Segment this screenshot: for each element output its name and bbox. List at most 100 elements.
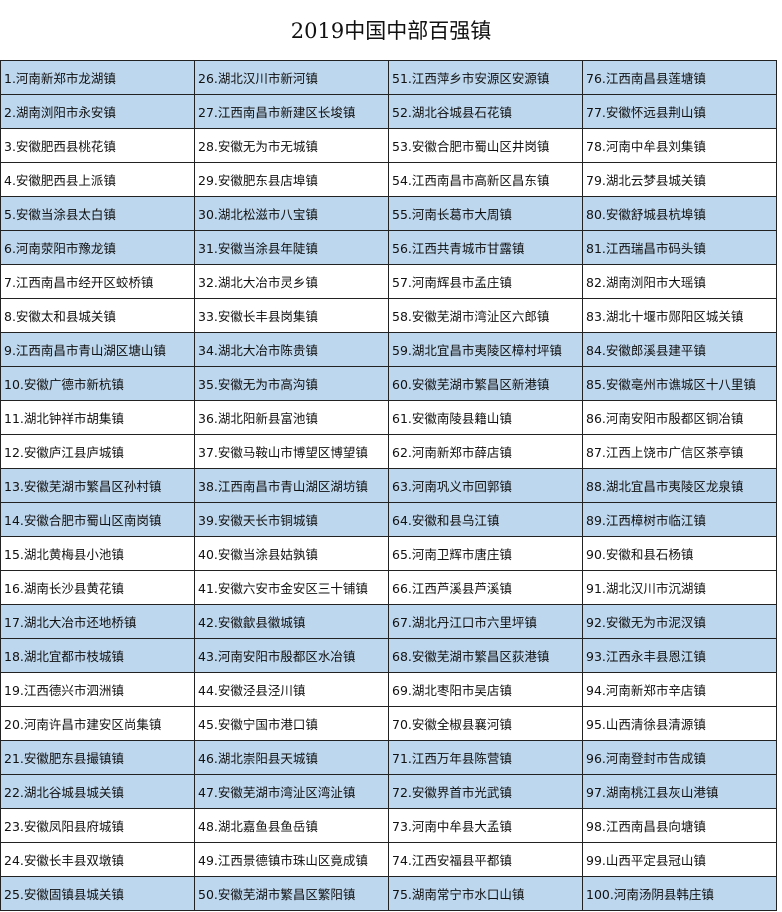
table-cell: 6.河南荥阳市豫龙镇 (0, 230, 195, 265)
table-cell: 60.安徽芜湖市繁昌区新港镇 (388, 366, 583, 401)
table-cell: 29.安徽肥东县店埠镇 (194, 162, 389, 197)
table-cell: 94.河南新郑市辛店镇 (582, 672, 777, 707)
table-cell: 70.安徽全椒县襄河镇 (388, 706, 583, 741)
table-cell: 95.山西清徐县清源镇 (582, 706, 777, 741)
table-cell: 50.安徽芜湖市繁昌区繁阳镇 (194, 876, 389, 911)
table-cell: 55.河南长葛市大周镇 (388, 196, 583, 231)
table-cell: 96.河南登封市告成镇 (582, 740, 777, 775)
table-cell: 27.江西南昌市新建区长埈镇 (194, 94, 389, 129)
table-cell: 79.湖北云梦县城关镇 (582, 162, 777, 197)
table-cell: 36.湖北阳新县富池镇 (194, 400, 389, 435)
table-cell: 97.湖南桃江县灰山港镇 (582, 774, 777, 809)
table-cell: 49.江西景德镇市珠山区竟成镇 (194, 842, 389, 877)
table-cell: 1.河南新郑市龙湖镇 (0, 60, 195, 95)
table-cell: 67.湖北丹江口市六里坪镇 (388, 604, 583, 639)
table-row: 12.安徽庐江县庐城镇 37.安徽马鞍山市博望区博望镇 62.河南新郑市薛店镇 87.… (0, 434, 777, 469)
table-row: 18.湖北宜都市枝城镇 43.河南安阳市殷都区水冶镇 68.安徽芜湖市繁昌区荻港镇 9… (0, 638, 777, 673)
table-cell: 54.江西南昌市高新区昌东镇 (388, 162, 583, 197)
table-cell: 24.安徽长丰县双墩镇 (0, 842, 195, 877)
table-cell: 48.湖北嘉鱼县鱼岳镇 (194, 808, 389, 843)
table-cell: 81.江西瑞昌市码头镇 (582, 230, 777, 265)
table-cell: 92.安徽无为市泥汊镇 (582, 604, 777, 639)
table-cell: 2.湖南浏阳市永安镇 (0, 94, 195, 129)
table-cell: 69.湖北枣阳市吴店镇 (388, 672, 583, 707)
table-row: 10.安徽广德市新杭镇 35.安徽无为市高沟镇 60.安徽芜湖市繁昌区新港镇 85.安… (0, 366, 777, 401)
table-row: 2.湖南浏阳市永安镇 27.江西南昌市新建区长埈镇 52.湖北谷城县石花镇 77.安徽… (0, 94, 777, 129)
table-cell: 61.安徽南陵县籍山镇 (388, 400, 583, 435)
table-cell: 88.湖北宜昌市夷陵区龙泉镇 (582, 468, 777, 503)
table-cell: 53.安徽合肥市蜀山区井岗镇 (388, 128, 583, 163)
table-cell: 16.湖南长沙县黄花镇 (0, 570, 195, 605)
table-cell: 17.湖北大冶市还地桥镇 (0, 604, 195, 639)
table-cell: 91.湖北汉川市沉湖镇 (582, 570, 777, 605)
table-cell: 72.安徽界首市光武镇 (388, 774, 583, 809)
table-row: 3.安徽肥西县桃花镇 28.安徽无为市无城镇 53.安徽合肥市蜀山区井岗镇 78.河南… (0, 128, 777, 163)
table-cell: 4.安徽肥西县上派镇 (0, 162, 195, 197)
table-cell: 85.安徽亳州市谯城区十八里镇 (582, 366, 777, 401)
table-cell: 66.江西芦溪县芦溪镇 (388, 570, 583, 605)
table-cell: 57.河南辉县市孟庄镇 (388, 264, 583, 299)
table-cell: 11.湖北钟祥市胡集镇 (0, 400, 195, 435)
table-cell: 52.湖北谷城县石花镇 (388, 94, 583, 129)
table-cell: 87.江西上饶市广信区茶亭镇 (582, 434, 777, 469)
table-row: 5.安徽当涂县太白镇 30.湖北松滋市八宝镇 55.河南长葛市大周镇 80.安徽舒城县… (0, 196, 777, 231)
table-row: 9.江西南昌市青山湖区塘山镇 34.湖北大冶市陈贵镇 59.湖北宜昌市夷陵区樟村坪镇… (0, 332, 777, 367)
table-row: 24.安徽长丰县双墩镇 49.江西景德镇市珠山区竟成镇 74.江西安福县平都镇 99.… (0, 842, 777, 877)
table-cell: 7.江西南昌市经开区蛟桥镇 (0, 264, 195, 299)
table-cell: 86.河南安阳市殷都区铜冶镇 (582, 400, 777, 435)
table-cell: 100.河南汤阴县韩庄镇 (582, 876, 777, 911)
table-cell: 9.江西南昌市青山湖区塘山镇 (0, 332, 195, 367)
table-cell: 25.安徽固镇县城关镇 (0, 876, 195, 911)
table-cell: 43.河南安阳市殷都区水冶镇 (194, 638, 389, 673)
table-cell: 34.湖北大冶市陈贵镇 (194, 332, 389, 367)
table-cell: 46.湖北崇阳县天城镇 (194, 740, 389, 775)
table-row: 14.安徽合肥市蜀山区南岗镇 39.安徽天长市铜城镇 64.安徽和县乌江镇 89.江西… (0, 502, 777, 537)
table-cell: 37.安徽马鞍山市博望区博望镇 (194, 434, 389, 469)
table-cell: 59.湖北宜昌市夷陵区樟村坪镇 (388, 332, 583, 367)
table-row: 11.湖北钟祥市胡集镇 36.湖北阳新县富池镇 61.安徽南陵县籍山镇 86.河南安阳… (0, 400, 777, 435)
table-cell: 28.安徽无为市无城镇 (194, 128, 389, 163)
table-cell: 42.安徽歙县徽城镇 (194, 604, 389, 639)
table-cell: 41.安徽六安市金安区三十铺镇 (194, 570, 389, 605)
table-cell: 93.江西永丰县恩江镇 (582, 638, 777, 673)
table-row: 21.安徽肥东县撮镇镇 46.湖北崇阳县天城镇 71.江西万年县陈营镇 96.河南登封… (0, 740, 777, 775)
table-cell: 65.河南卫辉市唐庄镇 (388, 536, 583, 571)
table-row: 22.湖北谷城县城关镇 47.安徽芜湖市湾沚区湾沚镇 72.安徽界首市光武镇 97.湖… (0, 774, 777, 809)
table-cell: 76.江西南昌县莲塘镇 (582, 60, 777, 95)
table-cell: 38.江西南昌市青山湖区湖坊镇 (194, 468, 389, 503)
town-table: 1.河南新郑市龙湖镇 26.湖北汉川市新河镇 51.江西萍乡市安源区安源镇 76.江西… (0, 60, 777, 911)
table-row: 17.湖北大冶市还地桥镇 42.安徽歙县徽城镇 67.湖北丹江口市六里坪镇 92.安徽… (0, 604, 777, 639)
table-cell: 78.河南中牟县刘集镇 (582, 128, 777, 163)
table-cell: 3.安徽肥西县桃花镇 (0, 128, 195, 163)
table-cell: 90.安徽和县石杨镇 (582, 536, 777, 571)
table-cell: 62.河南新郑市薛店镇 (388, 434, 583, 469)
table-cell: 83.湖北十堰市郧阳区城关镇 (582, 298, 777, 333)
table-cell: 32.湖北大冶市灵乡镇 (194, 264, 389, 299)
table-cell: 71.江西万年县陈营镇 (388, 740, 583, 775)
table-cell: 40.安徽当涂县姑孰镇 (194, 536, 389, 571)
table-cell: 30.湖北松滋市八宝镇 (194, 196, 389, 231)
table-cell: 39.安徽天长市铜城镇 (194, 502, 389, 537)
table-cell: 98.江西南昌县向塘镇 (582, 808, 777, 843)
table-cell: 56.江西共青城市甘露镇 (388, 230, 583, 265)
table-row: 4.安徽肥西县上派镇 29.安徽肥东县店埠镇 54.江西南昌市高新区昌东镇 79.湖北… (0, 162, 777, 197)
table-cell: 45.安徽宁国市港口镇 (194, 706, 389, 741)
table-cell: 33.安徽长丰县岗集镇 (194, 298, 389, 333)
table-cell: 5.安徽当涂县太白镇 (0, 196, 195, 231)
table-row: 13.安徽芜湖市繁昌区孙村镇 38.江西南昌市青山湖区湖坊镇 63.河南巩义市回郭镇… (0, 468, 777, 503)
table-row: 6.河南荥阳市豫龙镇 31.安徽当涂县年陡镇 56.江西共青城市甘露镇 81.江西瑞昌… (0, 230, 777, 265)
table-row: 16.湖南长沙县黄花镇 41.安徽六安市金安区三十铺镇 66.江西芦溪县芦溪镇 91.… (0, 570, 777, 605)
table-cell: 23.安徽凤阳县府城镇 (0, 808, 195, 843)
table-cell: 73.河南中牟县大孟镇 (388, 808, 583, 843)
table-cell: 44.安徽泾县泾川镇 (194, 672, 389, 707)
table-cell: 75.湖南常宁市水口山镇 (388, 876, 583, 911)
table-row: 23.安徽凤阳县府城镇 48.湖北嘉鱼县鱼岳镇 73.河南中牟县大孟镇 98.江西南昌… (0, 808, 777, 843)
table-cell: 22.湖北谷城县城关镇 (0, 774, 195, 809)
table-cell: 8.安徽太和县城关镇 (0, 298, 195, 333)
table-cell: 80.安徽舒城县杭埠镇 (582, 196, 777, 231)
title: 2019中国中部百强镇 (290, 19, 492, 43)
table-row: 1.河南新郑市龙湖镇 26.湖北汉川市新河镇 51.江西萍乡市安源区安源镇 76.江西… (0, 60, 777, 95)
table-cell: 77.安徽怀远县荆山镇 (582, 94, 777, 129)
table-cell: 15.湖北黄梅县小池镇 (0, 536, 195, 571)
